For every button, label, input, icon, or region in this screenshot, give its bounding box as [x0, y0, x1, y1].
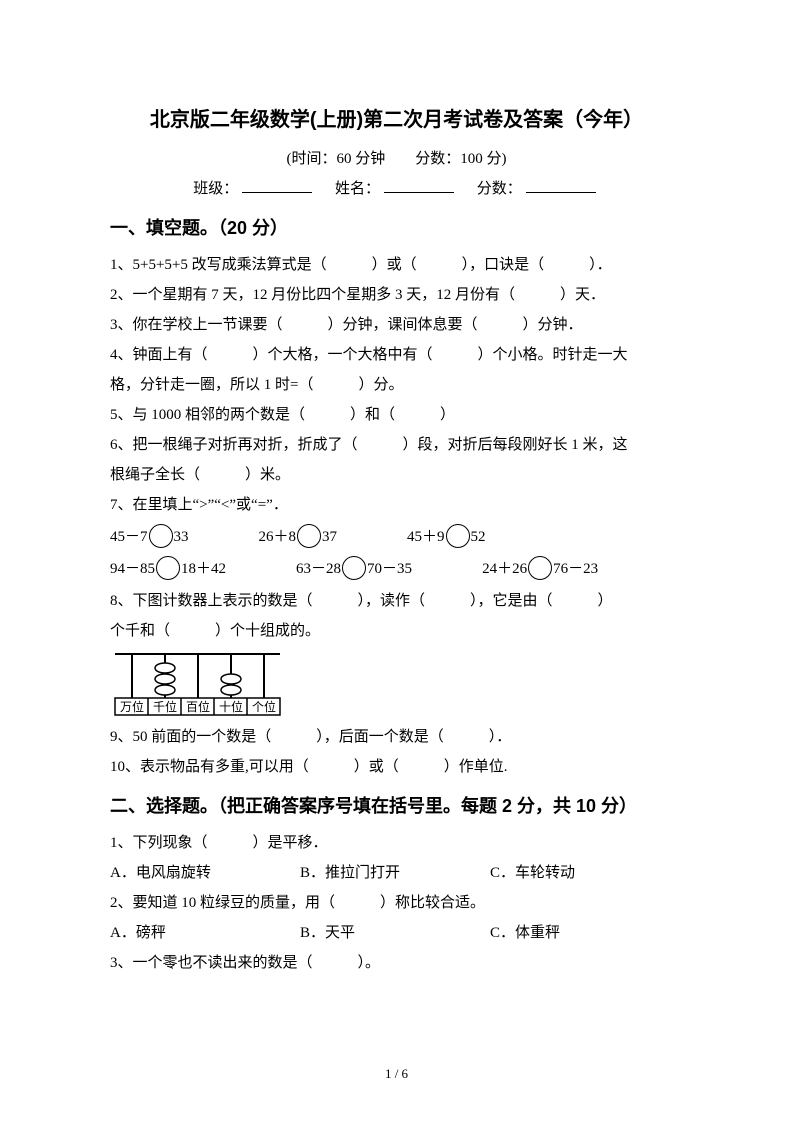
- class-blank: [242, 177, 312, 193]
- compare-circle: [528, 556, 552, 580]
- q7r2a: 94－8518＋42: [110, 554, 226, 584]
- abacus-label-qian: 千位: [153, 699, 177, 714]
- q7r1b: 26＋837: [259, 522, 338, 552]
- s2q2-opts: A．磅秤 B．天平 C．体重秤: [110, 918, 683, 948]
- abacus-label-bai: 百位: [186, 699, 210, 714]
- q8a: 8、下图计数器上表示的数是（ ），读作（ ），它是由（ ）: [110, 586, 683, 616]
- q7r2b: 63－2870－35: [296, 554, 412, 584]
- score-label: 分数：: [477, 181, 522, 197]
- q9: 9、50 前面的一个数是（ ），后面一个数是（ ）．: [110, 722, 683, 752]
- section2-heading: 二、选择题。（把正确答案序号填在括号里。每题 2 分，共 10 分）: [110, 788, 683, 824]
- q4b: 格，分针走一圈，所以 1 时=（ ）分。: [110, 370, 683, 400]
- name-label: 姓名：: [335, 181, 380, 197]
- info-line: 班级： 姓名： 分数：: [110, 174, 683, 204]
- q7r2c: 24＋2676－23: [482, 554, 598, 584]
- abacus-label-ge: 个位: [252, 699, 276, 714]
- s2q2c: C．体重秤: [490, 918, 660, 948]
- q7-row1: 45－733 26＋837 45＋952: [110, 522, 683, 552]
- abacus-figure: 万位 千位 百位 十位 个位: [110, 648, 683, 718]
- s2q2b: B．天平: [300, 918, 490, 948]
- q7-row2: 94－8518＋42 63－2870－35 24＋2676－23: [110, 554, 683, 584]
- s2q1-opts: A．电风扇旋转 B．推拉门打开 C．车轮转动: [110, 858, 683, 888]
- q7r1a: 45－733: [110, 522, 189, 552]
- q7r1c: 45＋952: [407, 522, 486, 552]
- q6b: 根绳子全长（ ）米。: [110, 460, 683, 490]
- q10: 10、表示物品有多重,可以用（ ）或（ ）作单位.: [110, 752, 683, 782]
- q4a: 4、钟面上有（ ）个大格，一个大格中有（ ）个小格。时针走一大: [110, 340, 683, 370]
- compare-circle: [342, 556, 366, 580]
- q8b: 个千和（ ）个十组成的。: [110, 616, 683, 646]
- page-number: 1 / 6: [0, 1061, 793, 1087]
- q6a: 6、把一根绳子对折再对折，折成了（ ）段，对折后每段刚好长 1 米，这: [110, 430, 683, 460]
- exam-page: 北京版二年级数学(上册)第二次月考试卷及答案（今年） (时间：60 分钟 分数：…: [0, 0, 793, 1122]
- s2q1b: B．推拉门打开: [300, 858, 490, 888]
- s2q3: 3、一个零也不读出来的数是（ ）。: [110, 948, 683, 978]
- q5: 5、与 1000 相邻的两个数是（ ）和（ ）: [110, 400, 683, 430]
- class-label: 班级：: [193, 181, 238, 197]
- s2q1c: C．车轮转动: [490, 858, 660, 888]
- abacus-label-wan: 万位: [120, 699, 144, 714]
- page-title: 北京版二年级数学(上册)第二次月考试卷及答案（今年）: [110, 100, 683, 140]
- page-subtitle: (时间：60 分钟 分数：100 分): [110, 144, 683, 174]
- compare-circle: [156, 556, 180, 580]
- abacus-label-shi: 十位: [219, 699, 243, 714]
- section1-heading: 一、填空题。（20 分）: [110, 210, 683, 246]
- q1: 1、5+5+5+5 改写成乘法算式是（ ）或（ ），口诀是（ ）．: [110, 250, 683, 280]
- s2q1a: A．电风扇旋转: [110, 858, 300, 888]
- compare-circle: [297, 524, 321, 548]
- s2q2a: A．磅秤: [110, 918, 300, 948]
- q7: 7、在里填上“>”“<”或“=”．: [110, 490, 683, 520]
- q2: 2、一个星期有 7 天，12 月份比四个星期多 3 天，12 月份有（ ）天．: [110, 280, 683, 310]
- q3: 3、你在学校上一节课要（ ）分钟，课间体息要（ ）分钟．: [110, 310, 683, 340]
- name-blank: [384, 177, 454, 193]
- s2q2: 2、要知道 10 粒绿豆的质量，用（ ）称比较合适。: [110, 888, 683, 918]
- s2q1: 1、下列现象（ ）是平移．: [110, 828, 683, 858]
- score-blank: [526, 177, 596, 193]
- compare-circle: [446, 524, 470, 548]
- compare-circle: [149, 524, 173, 548]
